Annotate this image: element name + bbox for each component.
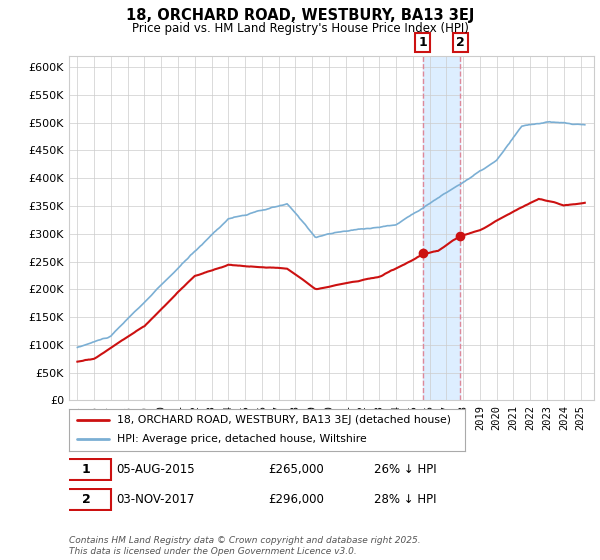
Text: 1: 1 [418, 36, 427, 49]
FancyBboxPatch shape [61, 489, 111, 510]
Text: 2: 2 [82, 493, 91, 506]
Text: £265,000: £265,000 [269, 463, 324, 476]
FancyBboxPatch shape [61, 459, 111, 479]
Text: 18, ORCHARD ROAD, WESTBURY, BA13 3EJ: 18, ORCHARD ROAD, WESTBURY, BA13 3EJ [126, 8, 474, 24]
Text: Price paid vs. HM Land Registry's House Price Index (HPI): Price paid vs. HM Land Registry's House … [131, 22, 469, 35]
Text: 1: 1 [82, 463, 91, 476]
Text: 03-NOV-2017: 03-NOV-2017 [116, 493, 194, 506]
Text: 26% ↓ HPI: 26% ↓ HPI [373, 463, 436, 476]
Text: Contains HM Land Registry data © Crown copyright and database right 2025.
This d: Contains HM Land Registry data © Crown c… [69, 536, 421, 556]
Text: HPI: Average price, detached house, Wiltshire: HPI: Average price, detached house, Wilt… [116, 435, 366, 445]
Bar [422, 56, 460, 400]
Text: 05-AUG-2015: 05-AUG-2015 [116, 463, 195, 476]
Text: 2: 2 [456, 36, 464, 49]
Text: 18, ORCHARD ROAD, WESTBURY, BA13 3EJ (detached house): 18, ORCHARD ROAD, WESTBURY, BA13 3EJ (de… [116, 415, 451, 425]
Text: £296,000: £296,000 [269, 493, 325, 506]
Text: 28% ↓ HPI: 28% ↓ HPI [373, 493, 436, 506]
